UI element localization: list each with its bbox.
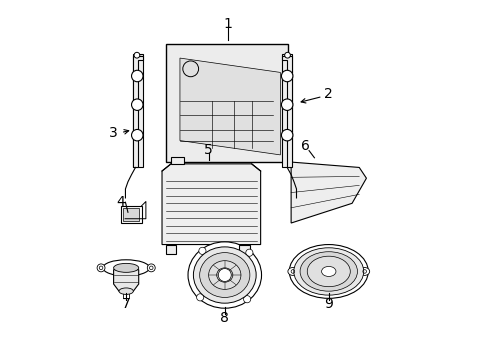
Circle shape (196, 294, 203, 301)
Polygon shape (282, 56, 292, 167)
Circle shape (131, 130, 142, 141)
Circle shape (199, 247, 205, 255)
Ellipse shape (187, 242, 261, 308)
Ellipse shape (306, 256, 349, 287)
Ellipse shape (216, 268, 232, 282)
Circle shape (281, 70, 292, 82)
Polygon shape (239, 244, 249, 253)
Circle shape (131, 70, 142, 82)
Text: 3: 3 (109, 126, 118, 140)
Ellipse shape (289, 244, 367, 298)
Bar (282, 54, 292, 167)
Bar (122, 208, 139, 221)
Ellipse shape (193, 247, 256, 303)
Polygon shape (165, 244, 176, 253)
Ellipse shape (102, 260, 149, 276)
Ellipse shape (208, 261, 241, 289)
Text: 5: 5 (204, 143, 213, 157)
Ellipse shape (293, 248, 363, 295)
Text: 9: 9 (324, 297, 332, 311)
Circle shape (284, 52, 290, 58)
Polygon shape (180, 58, 280, 155)
Ellipse shape (300, 252, 357, 291)
Circle shape (149, 266, 153, 270)
Circle shape (218, 269, 231, 282)
Ellipse shape (199, 253, 249, 297)
Polygon shape (162, 164, 260, 244)
Bar (165, 44, 287, 162)
Circle shape (243, 296, 250, 303)
Circle shape (245, 249, 252, 256)
Text: 6: 6 (301, 139, 309, 153)
Polygon shape (171, 157, 183, 164)
Ellipse shape (359, 267, 369, 275)
Ellipse shape (321, 266, 335, 276)
Text: 2: 2 (324, 87, 332, 101)
Polygon shape (133, 56, 143, 167)
Ellipse shape (113, 264, 139, 273)
Text: 7: 7 (122, 297, 130, 311)
Ellipse shape (287, 267, 297, 275)
Ellipse shape (147, 264, 155, 272)
Polygon shape (290, 162, 366, 223)
Circle shape (134, 52, 140, 58)
Bar (133, 54, 143, 167)
Ellipse shape (97, 264, 105, 272)
Circle shape (131, 99, 142, 111)
Circle shape (281, 130, 292, 141)
Circle shape (99, 266, 102, 270)
Bar (121, 206, 142, 223)
Text: 8: 8 (220, 311, 229, 325)
Text: 1: 1 (224, 17, 232, 31)
Polygon shape (113, 270, 139, 291)
Circle shape (281, 99, 292, 111)
Text: 4: 4 (116, 194, 125, 208)
Ellipse shape (119, 288, 133, 294)
